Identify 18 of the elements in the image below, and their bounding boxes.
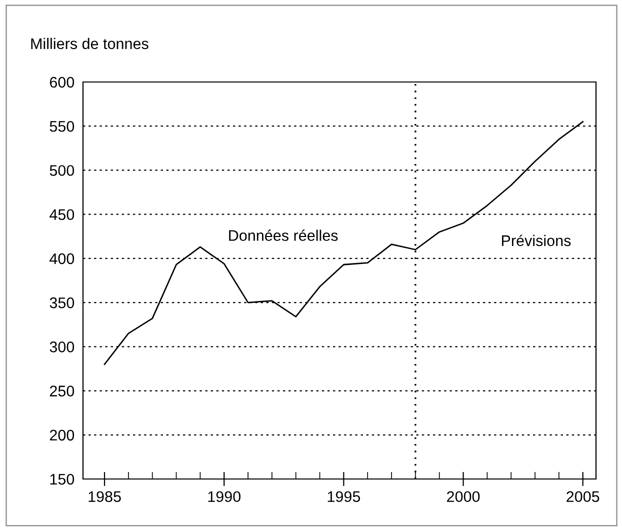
y-axis-title: Milliers de tonnes xyxy=(31,38,148,50)
y-tick-label: 150 xyxy=(50,474,74,485)
x-tick-label: 1985 xyxy=(88,491,121,502)
x-tick-label: 2000 xyxy=(447,491,480,502)
y-tick-label: 450 xyxy=(50,209,74,220)
y-tick-label: 200 xyxy=(50,430,74,441)
x-tick-label: 1995 xyxy=(328,491,360,502)
annotation: Prévisions xyxy=(502,234,571,246)
y-tick-label: 350 xyxy=(50,297,74,308)
y-tick-label: 300 xyxy=(50,342,74,352)
y-tick-label: 500 xyxy=(50,165,74,176)
y-tick-label: 400 xyxy=(50,253,74,264)
y-tick-label: 550 xyxy=(50,120,74,132)
y-tick-label: 600 xyxy=(50,76,74,88)
annotation: Données réelles xyxy=(229,230,338,241)
y-tick-label: 250 xyxy=(50,386,74,396)
x-tick-label: 1990 xyxy=(208,491,241,502)
x-tick-label: 2005 xyxy=(566,491,600,502)
